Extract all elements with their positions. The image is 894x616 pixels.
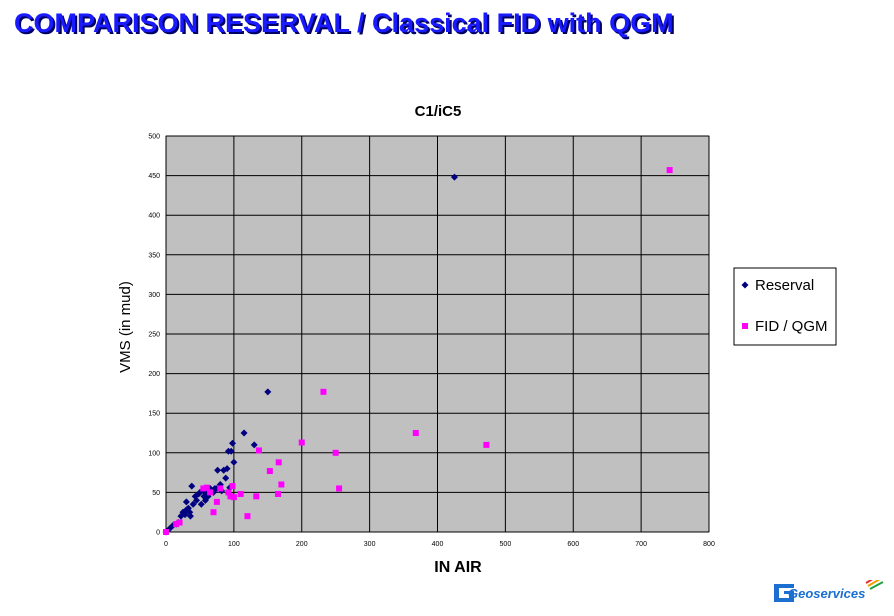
- data-point: [188, 482, 196, 490]
- legend-items: Reserval FID / QGM: [741, 277, 828, 335]
- data-point: [230, 458, 238, 466]
- geoservices-logo: Geoservices: [774, 580, 884, 602]
- legend-box: [733, 267, 837, 346]
- x-tick-label: 200: [296, 541, 308, 548]
- data-point: [255, 447, 262, 454]
- data-point: [253, 493, 260, 500]
- data-point: [217, 485, 224, 492]
- data-point: [176, 519, 183, 526]
- data-point: [223, 465, 231, 473]
- data-point: [266, 468, 273, 475]
- data-point: [332, 449, 339, 456]
- y-tick-label: 250: [148, 332, 160, 339]
- data-point: [483, 441, 490, 448]
- data-point: [213, 498, 220, 505]
- data-point: [193, 496, 201, 504]
- data-point: [173, 521, 180, 528]
- data-point: [230, 494, 237, 501]
- legend-label: FID / QGM: [755, 318, 828, 335]
- x-axis-label: IN AIR: [434, 559, 482, 576]
- x-tick-label: 300: [364, 541, 376, 548]
- data-point: [412, 430, 419, 436]
- data-point: [225, 489, 232, 496]
- data-point: [227, 493, 234, 500]
- y-tick-label: 150: [148, 411, 160, 418]
- data-point: [207, 489, 214, 496]
- y-axis-label: VMS (in mud): [117, 281, 134, 373]
- data-point: [244, 513, 251, 520]
- legend-marker: [742, 323, 748, 329]
- grid-lines: [165, 135, 710, 533]
- data-point: [240, 429, 248, 437]
- data-point: [182, 498, 190, 506]
- x-tick-label: 600: [567, 541, 579, 548]
- y-tick-label: 500: [148, 134, 160, 141]
- data-point: [186, 512, 194, 520]
- y-tick-label: 300: [148, 292, 160, 299]
- chart-title: C1/iC5: [415, 103, 462, 120]
- page-title: COMPARISON RESERVAL / Classical FID with…: [14, 8, 674, 38]
- legend: Reserval FID / QGM: [733, 267, 837, 346]
- data-point: [278, 481, 285, 488]
- data-point: [264, 388, 272, 396]
- data-point: [666, 167, 673, 174]
- x-tick-labels: 0 100 200 300 400 500 600 700 800: [164, 541, 715, 548]
- y-tick-label: 350: [148, 252, 160, 259]
- y-tick-label: 100: [148, 450, 160, 457]
- data-point: [203, 484, 210, 491]
- data-point: [275, 459, 282, 466]
- data-point: [214, 466, 222, 474]
- y-tick-label: 400: [148, 213, 160, 220]
- y-tick-label: 0: [156, 530, 160, 537]
- data-point: [274, 490, 281, 497]
- x-tick-label: 400: [432, 541, 444, 548]
- x-tick-label: 500: [500, 541, 512, 548]
- x-tick-label: 100: [228, 541, 240, 548]
- data-point: [200, 485, 207, 492]
- legend-label: Reserval: [755, 277, 814, 294]
- data-point: [163, 529, 169, 535]
- data-point: [336, 485, 343, 492]
- logo-text: Geoservices: [788, 586, 865, 601]
- y-tick-label: 200: [148, 371, 160, 378]
- data-point: [237, 490, 244, 497]
- data-point: [298, 439, 305, 446]
- y-tick-label: 50: [152, 490, 160, 497]
- data-point: [320, 388, 327, 395]
- data-point: [210, 509, 217, 516]
- x-tick-label: 700: [635, 541, 647, 548]
- data-point: [229, 439, 237, 447]
- data-point: [197, 500, 205, 508]
- x-tick-label: 800: [703, 541, 715, 548]
- y-tick-label: 450: [148, 173, 160, 180]
- data-point: [229, 483, 236, 490]
- data-point: [227, 447, 235, 455]
- legend-marker: [741, 281, 749, 289]
- y-tick-labels: 0 50 100 150 200 250 300 350 400 450 500: [148, 134, 160, 537]
- data-point: [189, 500, 197, 508]
- data-points: [162, 167, 673, 536]
- data-point: [450, 173, 458, 181]
- data-point: [250, 441, 258, 449]
- x-tick-label: 0: [164, 541, 168, 548]
- data-point: [222, 474, 230, 482]
